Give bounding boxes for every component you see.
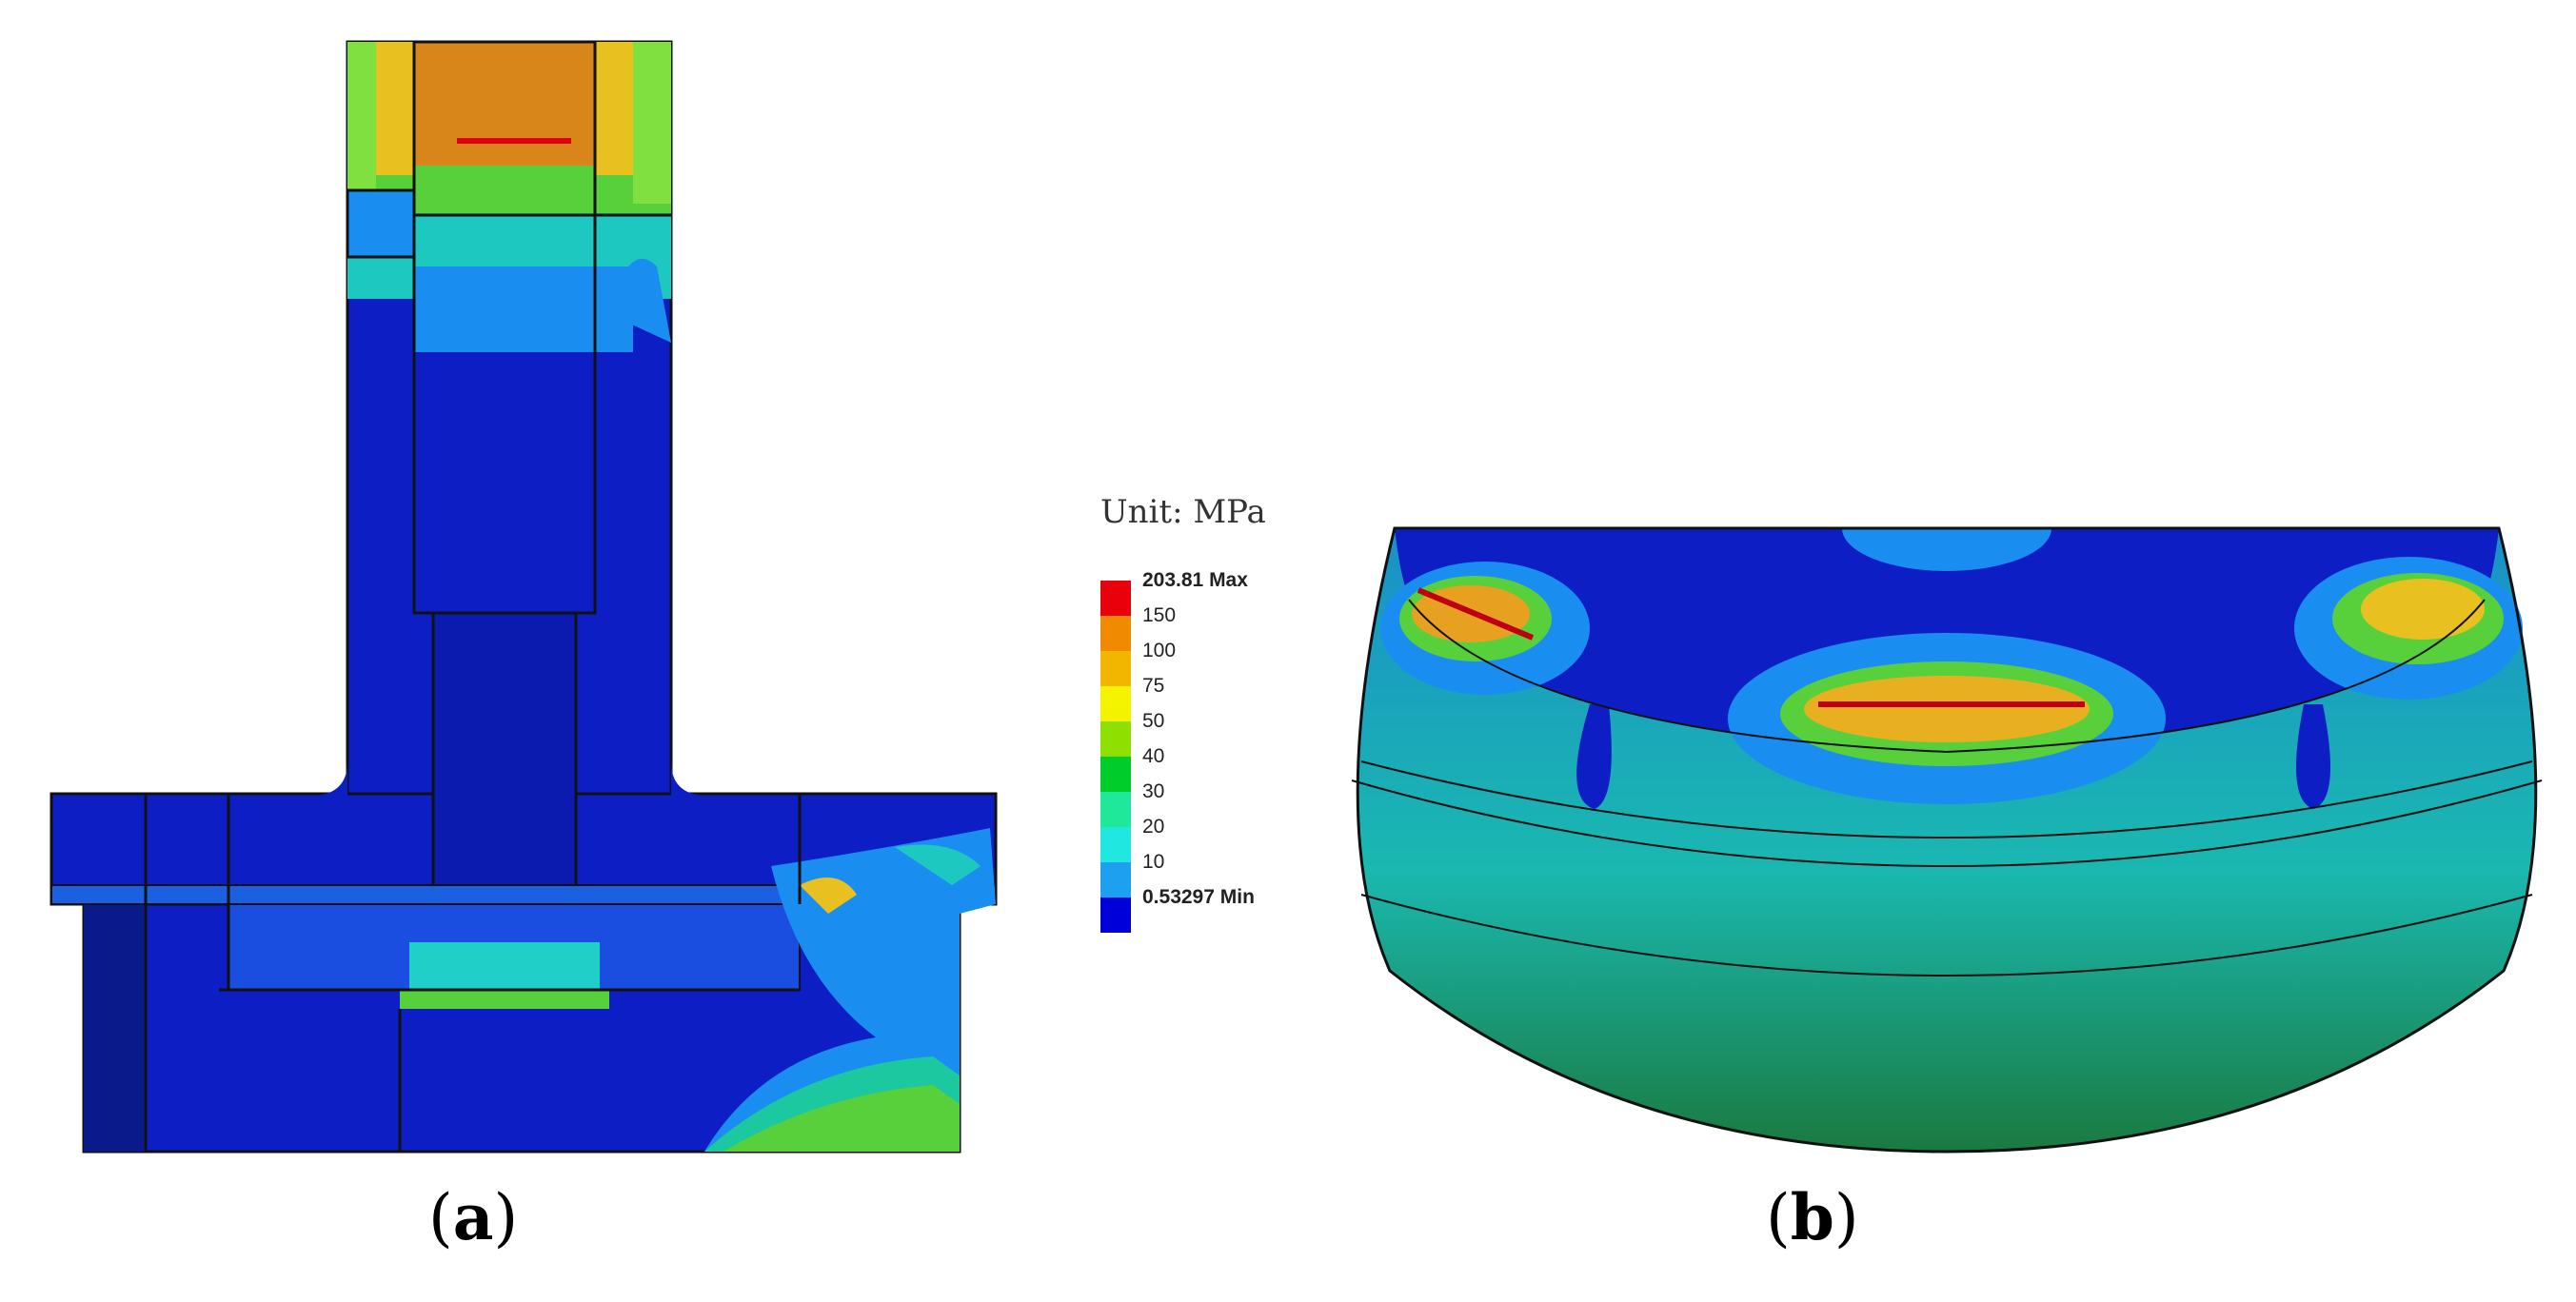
top-band-orange [414, 42, 595, 166]
caption-a: (a) [428, 1180, 519, 1254]
legend-swatch [1100, 581, 1131, 616]
legend-label: 100 [1142, 640, 1177, 661]
legend-swatch [1100, 616, 1131, 651]
legend-label: 30 [1142, 780, 1165, 802]
base-left-shade [84, 904, 146, 1152]
legend-swatch [1100, 721, 1131, 757]
legend-swatch [1100, 792, 1131, 827]
legend-swatch [1100, 898, 1131, 933]
legend-label: 20 [1142, 816, 1165, 838]
legend-label: 75 [1142, 675, 1165, 697]
mid-band-blue [414, 266, 633, 352]
legend-swatch [1100, 651, 1131, 686]
caption-b: (b) [1766, 1180, 1859, 1254]
legend-label: 150 [1142, 604, 1177, 626]
stress-legend: Unit: MPa 203.81 Max 150 100 75 50 40 30 20 10 0.… [1095, 476, 1314, 933]
legend-title: Unit: MPa [1100, 493, 1266, 531]
legend-swatch [1100, 757, 1131, 792]
legend-label: 50 [1142, 710, 1165, 732]
legend-label: 203.81 Max [1142, 569, 1248, 591]
legend-swatch [1100, 686, 1131, 721]
stress-contour-3d-cap [1351, 514, 2543, 1154]
legend-label: 10 [1142, 851, 1165, 873]
legend-label: 0.53297 Min [1142, 886, 1255, 908]
legend-label: 40 [1142, 745, 1165, 767]
legend-swatch [1100, 827, 1131, 862]
stress-contour-cross-section [50, 40, 998, 1154]
legend-swatch [1100, 862, 1131, 898]
